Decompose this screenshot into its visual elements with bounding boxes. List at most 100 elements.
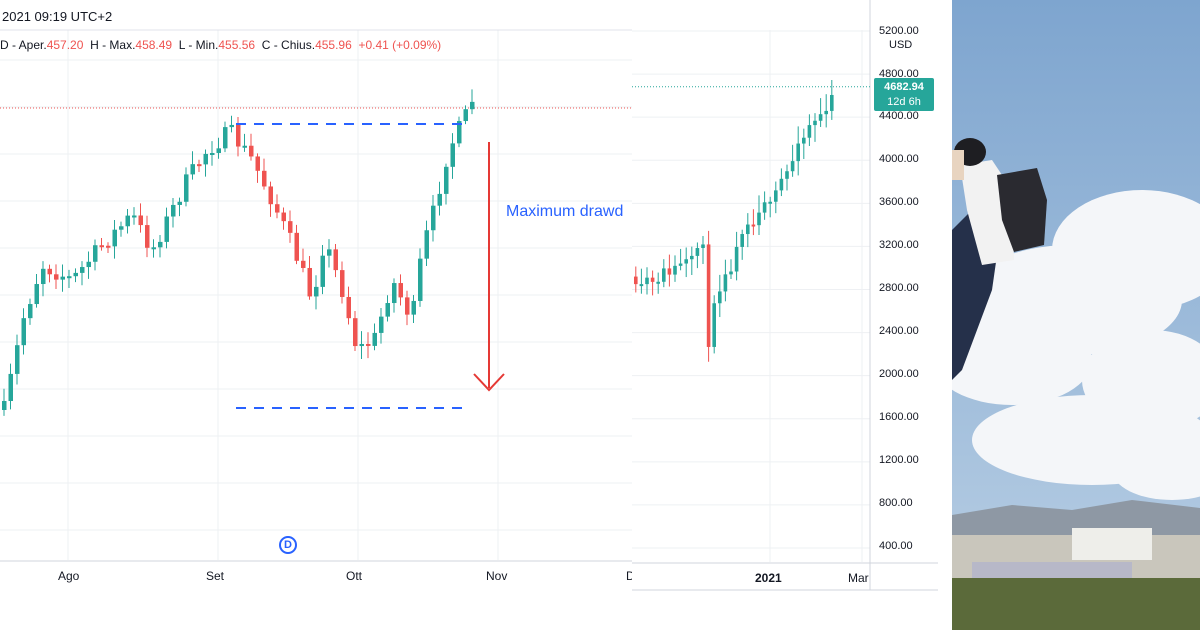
candle-body bbox=[470, 101, 475, 110]
y-tick: 1200.00 bbox=[879, 454, 919, 466]
candle-body bbox=[807, 125, 812, 138]
candle-body bbox=[723, 274, 728, 292]
wall-mural bbox=[972, 562, 1132, 578]
candle-body bbox=[656, 281, 660, 284]
candle-body bbox=[457, 121, 462, 144]
candle-body bbox=[164, 216, 169, 242]
candle-body bbox=[197, 164, 202, 167]
candle-body bbox=[288, 221, 293, 233]
change-value: +0.41 (+0.09%) bbox=[358, 38, 442, 52]
candle-body bbox=[249, 145, 254, 157]
candle-body bbox=[385, 303, 390, 317]
high-label: H - Max. bbox=[90, 38, 136, 52]
candle-body bbox=[262, 170, 267, 187]
climber-figure bbox=[952, 138, 1047, 380]
candle-body bbox=[93, 245, 98, 262]
candle-body bbox=[67, 276, 72, 279]
candle-body bbox=[294, 232, 299, 261]
drawdown-annotation: Maximum drawd bbox=[506, 203, 624, 220]
candle-body bbox=[28, 304, 33, 319]
y-tick: 400.00 bbox=[879, 540, 913, 552]
candle-body bbox=[80, 267, 85, 273]
candle-body bbox=[813, 120, 817, 126]
candle-body bbox=[398, 283, 403, 298]
candle-body bbox=[171, 204, 176, 217]
currency-label: USD bbox=[889, 39, 913, 51]
candle-body bbox=[236, 124, 241, 147]
candle-body bbox=[712, 303, 716, 347]
candle-body bbox=[346, 296, 351, 319]
ohlc-legend: D - Aper.457.20 H - Max.458.49 L - Min.4… bbox=[0, 38, 441, 52]
y-tick: 1600.00 bbox=[879, 411, 919, 423]
candle-body bbox=[301, 260, 306, 268]
candle-body bbox=[762, 202, 767, 213]
candle-body bbox=[242, 145, 247, 148]
candle-body bbox=[8, 373, 13, 402]
candle-body bbox=[729, 271, 733, 275]
candle-body bbox=[203, 153, 208, 165]
candle-body bbox=[437, 193, 442, 206]
candle-body bbox=[684, 259, 688, 264]
candle-body bbox=[210, 153, 215, 156]
left-chart-panel: 2021 09:19 UTC+2 D - Aper.457.20 H - Max… bbox=[0, 9, 632, 583]
candle-body bbox=[132, 215, 137, 218]
bar-countdown: 12d 6h bbox=[887, 96, 921, 108]
candle-body bbox=[255, 156, 260, 171]
candle-body bbox=[695, 248, 700, 256]
candle-body bbox=[34, 284, 39, 305]
high-value: 458.49 bbox=[135, 38, 173, 52]
candle-body bbox=[796, 143, 800, 162]
y-tick: 4400.00 bbox=[879, 110, 919, 122]
candle-body bbox=[145, 225, 150, 248]
candle-body bbox=[106, 245, 111, 248]
candle-body bbox=[650, 277, 655, 282]
event-marker-d[interactable]: D bbox=[279, 536, 297, 554]
candle-body bbox=[119, 226, 124, 230]
x-label-ott: Ott bbox=[346, 569, 363, 583]
candle-body bbox=[757, 212, 761, 226]
climber-photo bbox=[952, 0, 1200, 630]
trees bbox=[952, 578, 1200, 630]
candle-body bbox=[405, 297, 410, 315]
close-value: 455.96 bbox=[315, 38, 352, 52]
candle-body bbox=[818, 114, 823, 121]
candle-body bbox=[463, 109, 468, 122]
candle-body bbox=[223, 127, 228, 149]
candle-body bbox=[701, 244, 705, 249]
left-candlestick-chart bbox=[0, 29, 632, 562]
candle-body bbox=[411, 300, 416, 315]
y-tick: 800.00 bbox=[879, 497, 913, 509]
candle-body bbox=[779, 178, 784, 191]
candle-body bbox=[392, 283, 397, 304]
y-tick: 2000.00 bbox=[879, 368, 919, 380]
candle-body bbox=[73, 272, 78, 277]
candle-body bbox=[740, 234, 744, 247]
candle-body bbox=[718, 291, 722, 304]
candle-body bbox=[678, 263, 683, 266]
candle-body bbox=[751, 224, 756, 227]
candle-body bbox=[353, 318, 358, 347]
y-tick: 2400.00 bbox=[879, 325, 919, 337]
candle-body bbox=[830, 94, 834, 111]
x-label-2021: 2021 bbox=[755, 571, 782, 585]
candle-body bbox=[125, 215, 130, 227]
candle-body bbox=[99, 245, 104, 248]
candle-body bbox=[275, 204, 280, 213]
candle-body bbox=[774, 190, 778, 202]
candle-body bbox=[138, 215, 143, 226]
candle-body bbox=[662, 268, 666, 282]
last-price-badge: 4682.94 12d 6h bbox=[874, 78, 934, 111]
candle-body bbox=[320, 255, 325, 287]
candle-body bbox=[268, 186, 273, 205]
chart-datetime: 2021 09:19 UTC+2 bbox=[2, 9, 113, 24]
candle-body bbox=[112, 229, 117, 247]
candle-body bbox=[340, 270, 345, 297]
right-candlestick-chart bbox=[632, 0, 938, 591]
candle-body bbox=[60, 276, 65, 280]
candle-body bbox=[2, 401, 7, 410]
candle-body bbox=[802, 137, 806, 144]
candle-body bbox=[785, 171, 789, 179]
building bbox=[1072, 528, 1152, 560]
candle-body bbox=[281, 212, 286, 222]
candle-body bbox=[190, 164, 195, 175]
